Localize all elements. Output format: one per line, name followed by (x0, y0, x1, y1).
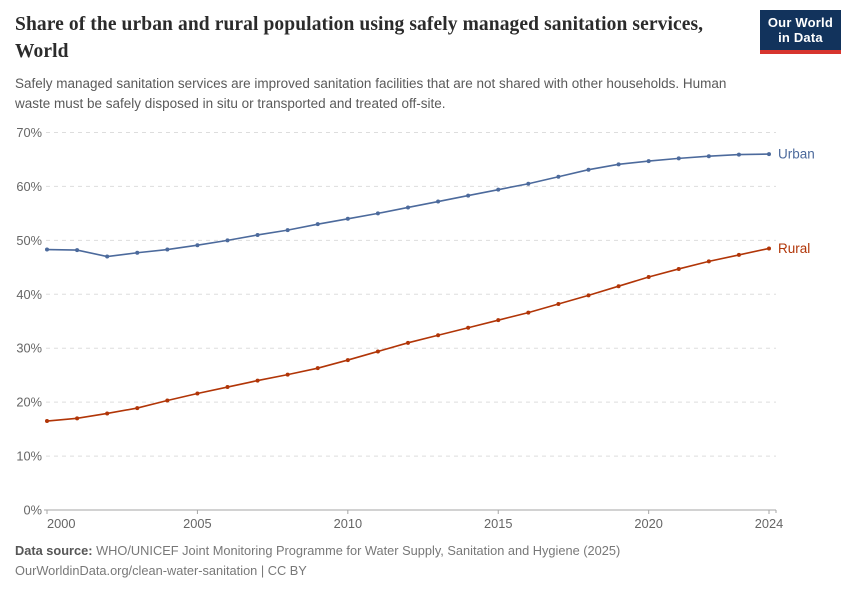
owid-logo-text-line1: Our World (767, 15, 833, 30)
series-line-rural (46, 247, 770, 422)
data-point (75, 416, 80, 421)
data-point (225, 238, 230, 243)
data-point (375, 211, 380, 216)
data-point (105, 254, 110, 259)
y-tick-label: 60% (16, 179, 42, 194)
data-source-text: WHO/UNICEF Joint Monitoring Programme fo… (96, 543, 621, 558)
series-rural: Rural (45, 241, 810, 424)
y-tick-label: 0% (24, 503, 43, 518)
data-point (736, 252, 741, 257)
data-point (285, 372, 290, 377)
data-point (135, 406, 140, 411)
series-line-urban (46, 153, 770, 258)
data-point (195, 391, 200, 396)
data-point (616, 162, 621, 167)
data-point (616, 284, 621, 289)
y-tick-label: 20% (16, 395, 42, 410)
owid-logo[interactable]: Our World in Data (759, 10, 841, 54)
data-point (496, 187, 501, 192)
data-point (496, 318, 501, 323)
data-point (436, 199, 441, 204)
chart-header: Share of the urban and rural population … (15, 12, 760, 114)
data-point (586, 167, 591, 172)
y-tick-label: 30% (16, 341, 42, 356)
chart-subtitle: Safely managed sanitation services are i… (15, 75, 727, 112)
series-end-label-urban: Urban (778, 147, 815, 162)
data-point (736, 152, 741, 157)
data-point (556, 301, 561, 306)
data-point (466, 193, 471, 198)
data-point (706, 259, 711, 264)
chart-footer: Data source: WHO/UNICEF Joint Monitoring… (15, 541, 620, 581)
data-point (225, 385, 230, 390)
x-tick-label: 2010 (334, 516, 362, 531)
x-tick-label: 2015 (484, 516, 512, 531)
data-point (255, 232, 260, 237)
data-point (45, 247, 49, 252)
data-point (45, 419, 49, 424)
data-point (345, 358, 350, 363)
series-urban: Urban (45, 147, 815, 259)
y-tick-label: 40% (16, 287, 42, 302)
data-source-label: Data source: (15, 543, 93, 558)
data-point (526, 181, 531, 186)
data-point (436, 333, 441, 338)
data-point (165, 247, 170, 252)
data-point (105, 411, 110, 416)
data-point (586, 293, 591, 298)
data-point (135, 250, 140, 255)
data-point (285, 228, 290, 233)
data-point (406, 340, 410, 345)
data-point (195, 243, 200, 248)
x-tick-label: 2005 (183, 516, 211, 531)
data-point (676, 266, 681, 271)
footer-citation-link[interactable]: OurWorldinData.org/clean-water-sanitatio… (15, 562, 307, 578)
x-tick-label: 2024 (755, 516, 783, 531)
data-point (526, 310, 531, 315)
data-point (646, 275, 651, 280)
data-point (165, 398, 170, 403)
y-tick-label: 10% (16, 449, 42, 464)
y-gridlines: 0% 10% 20% 30% 40% 50% 60% 70% (16, 125, 776, 518)
data-point (676, 156, 681, 161)
data-point (315, 366, 320, 371)
y-tick-label: 70% (16, 125, 42, 140)
data-point (767, 152, 771, 157)
x-tick-label: 2000 (47, 516, 75, 531)
data-point (767, 246, 771, 251)
data-point (406, 205, 410, 210)
data-point (255, 378, 260, 383)
data-point (556, 174, 561, 179)
data-point (315, 222, 320, 227)
data-point (466, 325, 471, 330)
data-point (375, 349, 380, 354)
data-point (75, 248, 80, 253)
chart-title: Share of the urban and rural population … (15, 14, 704, 62)
data-point (706, 154, 711, 159)
y-tick-label: 50% (16, 233, 42, 248)
data-point (345, 216, 350, 221)
x-axis: 2000 2005 2010 2015 2020 2024 (44, 509, 783, 531)
data-point (646, 159, 651, 164)
x-tick-label: 2020 (634, 516, 662, 531)
owid-logo-text-line2: in Data (778, 30, 823, 46)
series-end-label-rural: Rural (778, 241, 810, 256)
